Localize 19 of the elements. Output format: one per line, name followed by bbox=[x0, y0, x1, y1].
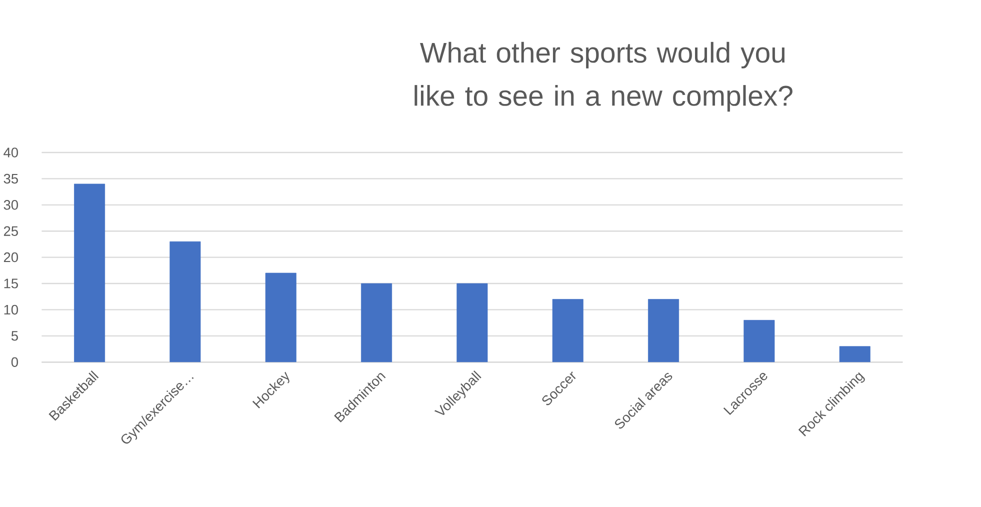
y-tick-label: 25 bbox=[4, 226, 18, 236]
y-tick-label: 15 bbox=[4, 278, 18, 288]
y-tick-label: 0 bbox=[11, 357, 18, 368]
y-tick-label: 35 bbox=[4, 174, 18, 184]
y-tick-label: 20 bbox=[4, 252, 18, 262]
y-tick-label: 30 bbox=[4, 200, 18, 210]
bar bbox=[552, 299, 584, 362]
y-tick-label: 5 bbox=[11, 331, 18, 341]
bar bbox=[744, 320, 775, 362]
chart-title: What other sports would you like to see in a new complex? bbox=[414, 42, 792, 112]
bar bbox=[456, 283, 488, 362]
y-tick-label: 40 bbox=[4, 148, 18, 158]
bar bbox=[361, 283, 392, 362]
bar bbox=[74, 184, 106, 362]
bar bbox=[170, 242, 201, 362]
bar bbox=[265, 272, 296, 362]
bar bbox=[648, 299, 680, 362]
bar bbox=[839, 346, 870, 362]
y-tick-label: 10 bbox=[4, 304, 18, 315]
